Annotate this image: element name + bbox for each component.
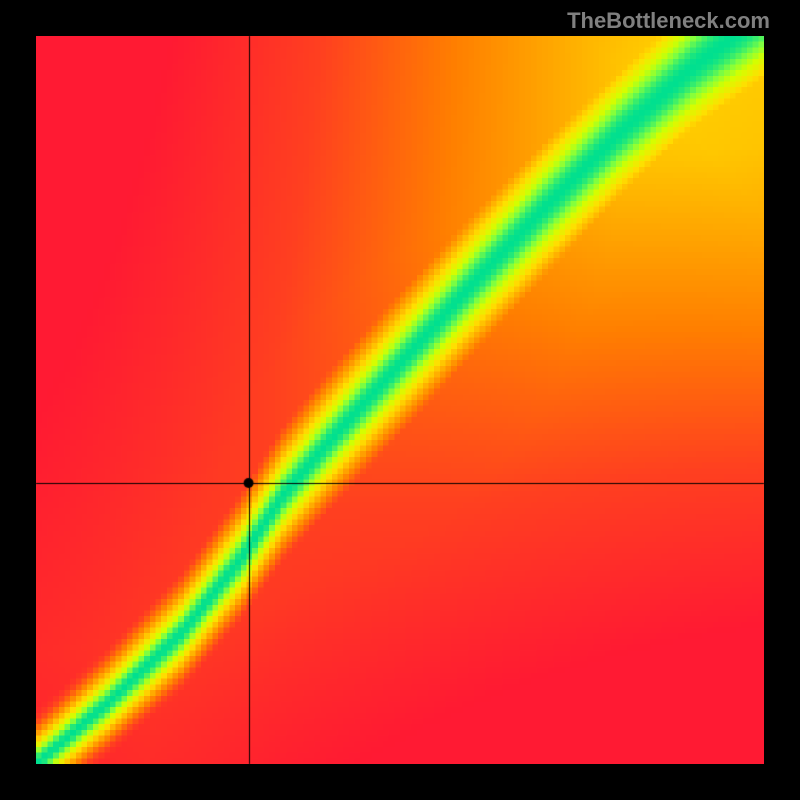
watermark-label: TheBottleneck.com [567, 8, 770, 34]
chart-container: { "chart": { "type": "heatmap", "canvas_… [0, 0, 800, 800]
crosshair-overlay [0, 0, 800, 800]
